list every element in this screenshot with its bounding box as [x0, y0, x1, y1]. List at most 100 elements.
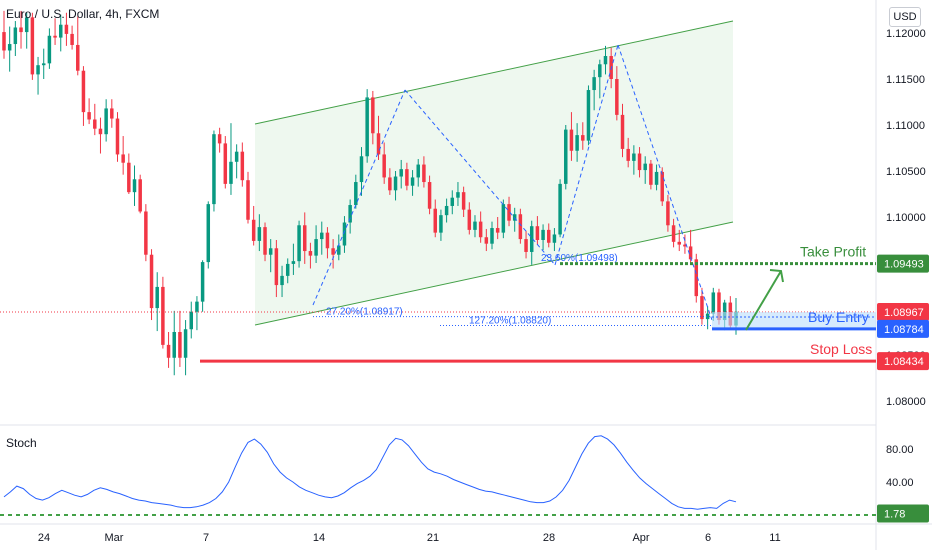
- candle-body: [58, 24, 63, 38]
- candle-body: [705, 313, 710, 320]
- time-tick-label: 7: [203, 532, 209, 544]
- candle-body: [671, 225, 676, 242]
- candle-body: [172, 332, 176, 358]
- candle-body: [246, 180, 250, 220]
- candle-body: [592, 77, 596, 91]
- candle-body: [144, 211, 148, 255]
- candle-body: [535, 226, 540, 240]
- candle-body: [490, 228, 494, 244]
- price-badge-label: 1.09493: [884, 259, 924, 271]
- candle-body: [603, 56, 608, 65]
- candle-body: [598, 64, 602, 78]
- candle-body: [558, 183, 562, 235]
- time-tick-label: 21: [427, 532, 439, 544]
- candle-body: [586, 90, 591, 141]
- candle-body: [234, 151, 239, 162]
- channel-upper-line: [254, 20, 734, 125]
- candle-body: [53, 35, 57, 38]
- candle-body: [229, 161, 233, 184]
- channel: [254, 20, 734, 326]
- candle-body: [189, 311, 194, 330]
- price-badge-label: 1.08434: [884, 356, 924, 368]
- stoch-badge: [877, 504, 929, 523]
- level-label-stop-loss: Stop Loss: [810, 341, 872, 357]
- candle-body: [399, 169, 403, 177]
- price-tick-label: 1.11000: [886, 120, 925, 132]
- price-tick-label: 1.10000: [886, 212, 926, 224]
- fib-label: 127.20%(1.08820): [469, 316, 551, 327]
- candle-body: [212, 134, 216, 205]
- price-badge-label: 1.08784: [884, 324, 924, 336]
- candle-body: [7, 44, 12, 51]
- time-tick-label: 6: [705, 532, 711, 544]
- candle-body: [541, 229, 545, 240]
- candle-body: [268, 248, 273, 255]
- candle-body: [297, 225, 301, 262]
- candle-body: [649, 163, 653, 185]
- candle-body: [654, 171, 659, 185]
- candle-body: [263, 227, 267, 255]
- fib-label: 23.60%(1.09498): [541, 253, 618, 264]
- candle-body: [325, 232, 330, 249]
- price-badge: [877, 352, 929, 371]
- candle-body: [524, 239, 528, 252]
- price-badge-label: 1.08967: [884, 307, 924, 319]
- candle-body: [615, 79, 619, 115]
- candle-body: [405, 169, 409, 186]
- candle-body: [64, 24, 69, 34]
- candle-body: [47, 35, 52, 64]
- candle-body: [359, 156, 364, 183]
- candle-body: [501, 204, 506, 233]
- time-tick-label: 14: [313, 532, 325, 544]
- candle-body: [461, 192, 466, 210]
- candle-body: [223, 143, 228, 184]
- candle-body: [456, 192, 460, 198]
- candle-body: [251, 219, 256, 241]
- candle-body: [529, 226, 534, 252]
- candle-body: [217, 134, 222, 144]
- candle-body: [473, 221, 477, 230]
- candle-body: [87, 112, 91, 120]
- candle-body: [660, 171, 664, 202]
- candle-body: [683, 244, 687, 247]
- price-badge: [877, 319, 929, 338]
- candle-body: [416, 164, 420, 178]
- candle-body: [2, 32, 6, 51]
- candle-body: [240, 151, 245, 181]
- pattern-dashed-line: [404, 89, 556, 266]
- candle-body: [581, 135, 585, 141]
- candle-body: [24, 17, 29, 33]
- candle-body: [161, 286, 165, 345]
- candle-body: [478, 221, 483, 238]
- stoch-title: Stoch: [6, 436, 37, 450]
- candle-body: [115, 118, 120, 155]
- candle-body: [280, 275, 284, 286]
- arrow-shaft: [745, 270, 782, 331]
- pattern-dashed-line: [312, 89, 406, 306]
- candle-body: [410, 177, 415, 186]
- candle-body: [274, 248, 279, 286]
- time-tick-label: 28: [543, 532, 555, 544]
- candle-body: [518, 214, 523, 240]
- price-badge: [877, 303, 929, 322]
- candle-body: [382, 154, 386, 178]
- stoch-tick-label: 40.00: [886, 477, 914, 489]
- level-label-buy-entry: Buy Entry: [808, 309, 869, 325]
- candle-body: [127, 162, 131, 193]
- price-badge: [877, 254, 929, 273]
- currency-button[interactable]: USD: [889, 7, 921, 27]
- candle-body: [546, 229, 551, 243]
- axes: 1.120001.115001.110001.105001.100001.095…: [38, 28, 929, 544]
- candle-body: [354, 182, 358, 206]
- candle-body: [200, 262, 205, 302]
- candle-body: [285, 263, 290, 276]
- fib-label: 27.20%(1.08917): [326, 307, 403, 318]
- candle-body: [342, 222, 347, 246]
- time-tick-label: 11: [769, 532, 780, 544]
- candle-body: [36, 65, 40, 75]
- candle-body: [575, 135, 579, 151]
- candle-body: [376, 133, 381, 155]
